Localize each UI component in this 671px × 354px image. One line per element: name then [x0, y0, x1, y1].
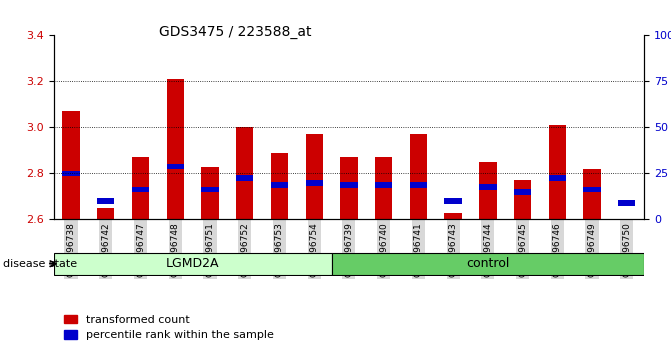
Bar — [618, 200, 635, 206]
Bar — [479, 162, 497, 219]
Bar — [479, 184, 497, 190]
Bar — [97, 198, 115, 204]
Bar — [166, 79, 184, 219]
FancyBboxPatch shape — [54, 253, 331, 275]
Bar — [201, 167, 219, 219]
Bar — [340, 158, 358, 219]
Bar — [410, 182, 427, 188]
Bar — [62, 171, 80, 176]
Bar — [271, 153, 288, 219]
Bar — [583, 169, 601, 219]
Bar — [236, 127, 254, 219]
Text: disease state: disease state — [3, 259, 77, 269]
Bar — [62, 112, 80, 219]
Bar — [514, 181, 531, 219]
Bar — [549, 125, 566, 219]
Bar — [201, 187, 219, 193]
Bar — [340, 182, 358, 188]
Bar — [132, 187, 149, 193]
Bar — [132, 158, 149, 219]
Text: GDS3475 / 223588_at: GDS3475 / 223588_at — [158, 25, 311, 39]
Bar — [375, 182, 393, 188]
FancyBboxPatch shape — [331, 253, 644, 275]
Bar — [166, 164, 184, 170]
Bar — [583, 187, 601, 193]
Text: LGMD2A: LGMD2A — [166, 257, 219, 270]
Bar — [305, 180, 323, 185]
Legend: transformed count, percentile rank within the sample: transformed count, percentile rank withi… — [59, 310, 278, 345]
Bar — [236, 175, 254, 181]
Bar — [305, 135, 323, 219]
Text: control: control — [466, 257, 509, 270]
Bar — [375, 158, 393, 219]
Bar — [97, 208, 115, 219]
Bar — [410, 135, 427, 219]
Bar — [549, 175, 566, 181]
Bar — [514, 189, 531, 195]
Bar — [444, 198, 462, 204]
Bar — [444, 213, 462, 219]
Bar — [271, 182, 288, 188]
